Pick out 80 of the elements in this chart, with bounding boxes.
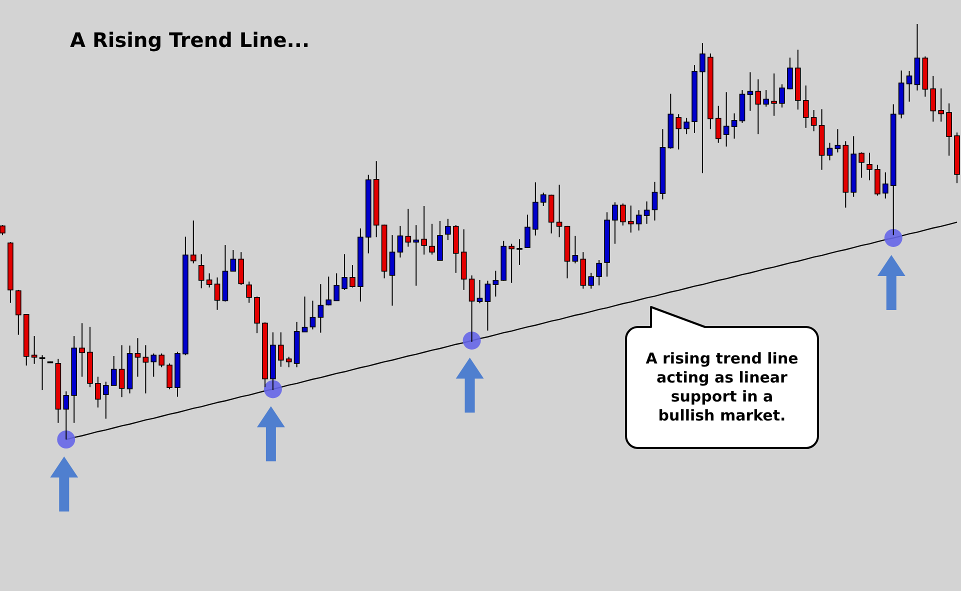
- candlestick: [612, 202, 618, 244]
- candlestick: [858, 152, 864, 178]
- candlestick: [771, 72, 777, 116]
- candlestick: [63, 390, 70, 440]
- candlestick: [389, 234, 396, 306]
- candlestick: [445, 218, 451, 241]
- candlestick: [110, 355, 117, 386]
- annotation: A rising trend line acting as linear support in a bullish market.: [646, 350, 798, 424]
- candlestick: [700, 42, 706, 174]
- candlestick: [866, 152, 872, 181]
- candlestick: [723, 92, 730, 148]
- candlestick: [508, 243, 514, 284]
- candlestick: [421, 205, 427, 256]
- candlestick: [405, 208, 412, 248]
- candlestick: [826, 142, 833, 161]
- point: [57, 430, 76, 448]
- candlestick: [676, 114, 682, 150]
- candlestick: [214, 276, 220, 310]
- candlestick: [79, 322, 85, 378]
- candlestick: [516, 238, 522, 266]
- candlestick: [731, 112, 738, 140]
- candlestick: [350, 264, 356, 288]
- candlestick: [118, 344, 125, 398]
- candlestick: [134, 338, 141, 378]
- candlestick: [492, 270, 499, 298]
- candlestick: [142, 344, 149, 394]
- candlestick: [397, 225, 404, 258]
- candlestick: [588, 272, 594, 290]
- candlestick: [540, 192, 546, 206]
- point: [884, 228, 902, 247]
- candlestick: [476, 279, 483, 304]
- candlestick: [834, 128, 841, 153]
- candlestick: [302, 296, 308, 332]
- candlestick: [342, 254, 348, 290]
- candlestick: [572, 235, 578, 264]
- candlestick: [166, 362, 172, 390]
- candlestick: [278, 332, 284, 368]
- candlestick: [715, 105, 722, 144]
- candlestick: [39, 354, 46, 391]
- candlestick: [779, 84, 785, 108]
- candlestick: [190, 220, 196, 264]
- candlestick: [810, 110, 817, 132]
- candlestick: [755, 78, 762, 135]
- candlestick: [468, 274, 475, 342]
- candlestick: [429, 223, 435, 256]
- candlestick: [763, 90, 769, 108]
- candlestick: [596, 260, 602, 286]
- candlestick: [310, 300, 316, 330]
- candlestick: [95, 376, 101, 408]
- candlestick: [620, 202, 626, 226]
- candlestick: [938, 88, 944, 122]
- candlestick: [882, 172, 888, 200]
- candlestick: [413, 224, 420, 286]
- candlestick: [318, 284, 324, 334]
- candlestick: [286, 356, 292, 368]
- candlestick: [906, 70, 912, 102]
- candlestick: [802, 84, 809, 128]
- point: [462, 332, 481, 350]
- candlestick: [334, 272, 340, 302]
- candlestick: [747, 72, 754, 112]
- point: [264, 380, 282, 398]
- candlestick: [103, 381, 109, 420]
- candlestick: [230, 250, 236, 272]
- candlestick: [0, 224, 6, 236]
- candlestick: [484, 280, 491, 332]
- candlestick: [644, 200, 650, 224]
- candlestick: [326, 276, 332, 306]
- candlestick: [636, 210, 642, 232]
- candlestick: [930, 75, 936, 122]
- candlestick: [158, 352, 164, 368]
- candlestick: [150, 352, 157, 378]
- candlestick: [198, 254, 204, 289]
- chart-title: A Rising Trend Line...: [70, 28, 310, 52]
- candlestick: [206, 272, 212, 288]
- candlestick: [524, 214, 530, 248]
- candlestick: [787, 57, 793, 90]
- candlestick: [652, 181, 658, 222]
- candlestick: [628, 205, 634, 234]
- candlestick: [246, 281, 252, 304]
- candlestick: [684, 117, 690, 135]
